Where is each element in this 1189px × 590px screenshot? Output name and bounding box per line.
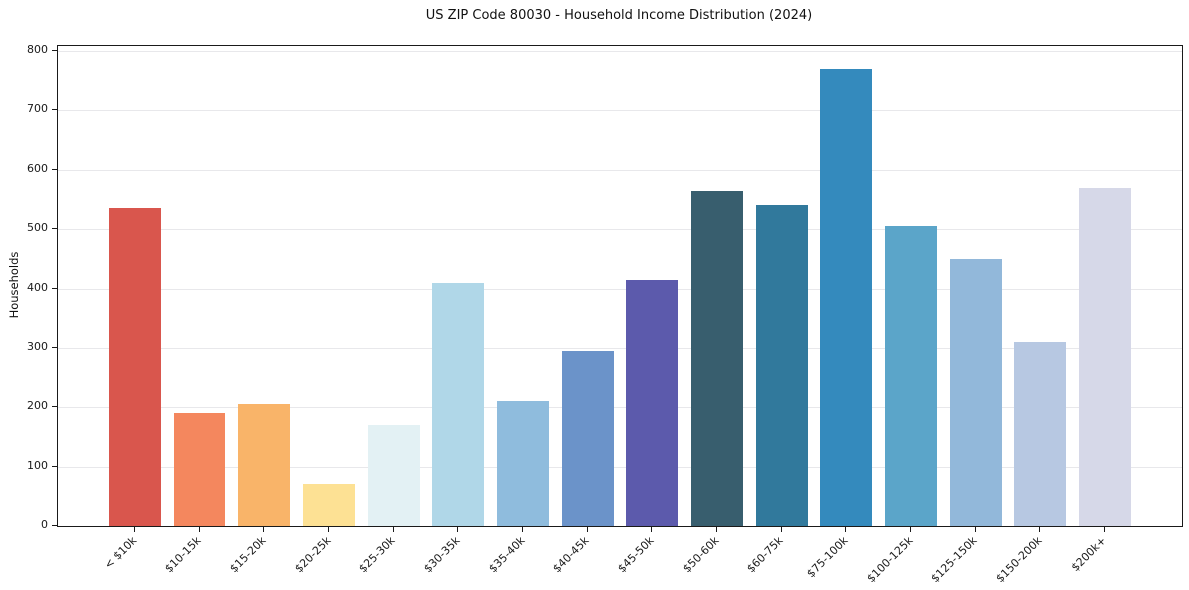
- x-tick-mark: [780, 527, 782, 532]
- y-tick-mark: [52, 406, 57, 408]
- gridline: [58, 288, 1182, 290]
- bar-200k: [1079, 187, 1131, 526]
- bar-35-40k: [497, 401, 549, 526]
- x-tick-mark: [327, 527, 329, 532]
- x-tick-mark: [521, 527, 523, 532]
- x-tick-mark: [198, 527, 200, 532]
- gridline: [58, 407, 1182, 409]
- bar-40-45k: [561, 350, 614, 526]
- x-tick-mark: [586, 527, 588, 532]
- y-tick-label: 600: [27, 161, 48, 175]
- x-tick-mark: [263, 527, 265, 532]
- x-tick-label: $35-40k: [485, 534, 528, 576]
- x-tick-label: $30-35k: [421, 534, 463, 576]
- bar-100-125k: [885, 226, 937, 526]
- bar-60-75k: [755, 205, 808, 526]
- bar-10k: [109, 208, 161, 526]
- x-tick-label: $45-50k: [615, 534, 657, 576]
- x-tick-label: $10-15k: [162, 534, 204, 576]
- x-tick-label: $60-75k: [744, 534, 786, 576]
- x-tick-label: $150-200k: [993, 534, 1045, 586]
- x-tick-label: $200k+: [1069, 534, 1110, 575]
- x-tick-label: < $10k: [101, 534, 140, 572]
- x-tick-label: $40-45k: [550, 534, 592, 576]
- bar-15-20k: [238, 404, 291, 526]
- x-tick-label: $20-25k: [291, 534, 334, 576]
- x-tick-label: $15-20k: [227, 534, 269, 576]
- y-tick-mark: [52, 228, 57, 230]
- y-tick-label: 800: [27, 43, 48, 57]
- y-tick-mark: [52, 465, 57, 467]
- x-tick-mark: [457, 527, 459, 532]
- bar-25-30k: [367, 425, 420, 526]
- x-tick-mark: [974, 527, 976, 532]
- plot-area: [57, 45, 1183, 527]
- y-tick-mark: [52, 109, 57, 111]
- y-tick-label: 300: [27, 339, 48, 353]
- x-tick-mark: [716, 527, 717, 532]
- x-tick-label: $50-60k: [679, 534, 722, 576]
- gridline: [58, 229, 1182, 231]
- x-tick-label: $25-30k: [356, 534, 398, 576]
- bar-45-50k: [626, 279, 679, 526]
- bar-50-60k: [691, 190, 743, 526]
- gridline: [58, 51, 1182, 53]
- y-tick-label: 200: [27, 399, 48, 413]
- bar-125-150k: [949, 258, 1002, 526]
- chart-title: US ZIP Code 80030 - Household Income Dis…: [425, 8, 813, 23]
- bar-30-35k: [432, 282, 485, 526]
- x-tick-mark: [392, 527, 394, 532]
- x-tick-mark: [910, 527, 912, 532]
- gridline: [58, 110, 1182, 112]
- y-tick-label: 100: [27, 458, 48, 472]
- gridline: [58, 347, 1182, 349]
- x-tick-mark: [133, 527, 135, 532]
- y-tick-mark: [52, 346, 57, 348]
- bar-20-25k: [303, 484, 355, 526]
- y-tick-label: 400: [27, 280, 48, 294]
- bar-10-15k: [173, 413, 226, 526]
- x-tick-mark: [651, 527, 653, 532]
- y-tick-mark: [52, 50, 57, 52]
- y-tick-label: 700: [27, 102, 48, 116]
- y-tick-mark: [52, 168, 57, 170]
- bar-75-100k: [820, 68, 873, 526]
- y-tick-label: 0: [41, 518, 48, 531]
- y-tick-label: 500: [27, 221, 48, 235]
- x-tick-label: $125-150k: [928, 534, 980, 586]
- gridline: [58, 466, 1182, 468]
- y-tick-mark: [52, 287, 57, 289]
- x-tick-mark: [845, 527, 847, 532]
- gridline: [58, 169, 1182, 171]
- x-tick-mark: [1039, 527, 1041, 532]
- bar-150-200k: [1014, 341, 1067, 526]
- x-tick-label: $100-125k: [864, 534, 916, 586]
- x-tick-label: $75-100k: [804, 534, 851, 581]
- y-tick-mark: [52, 525, 57, 526]
- x-tick-mark: [1104, 527, 1106, 532]
